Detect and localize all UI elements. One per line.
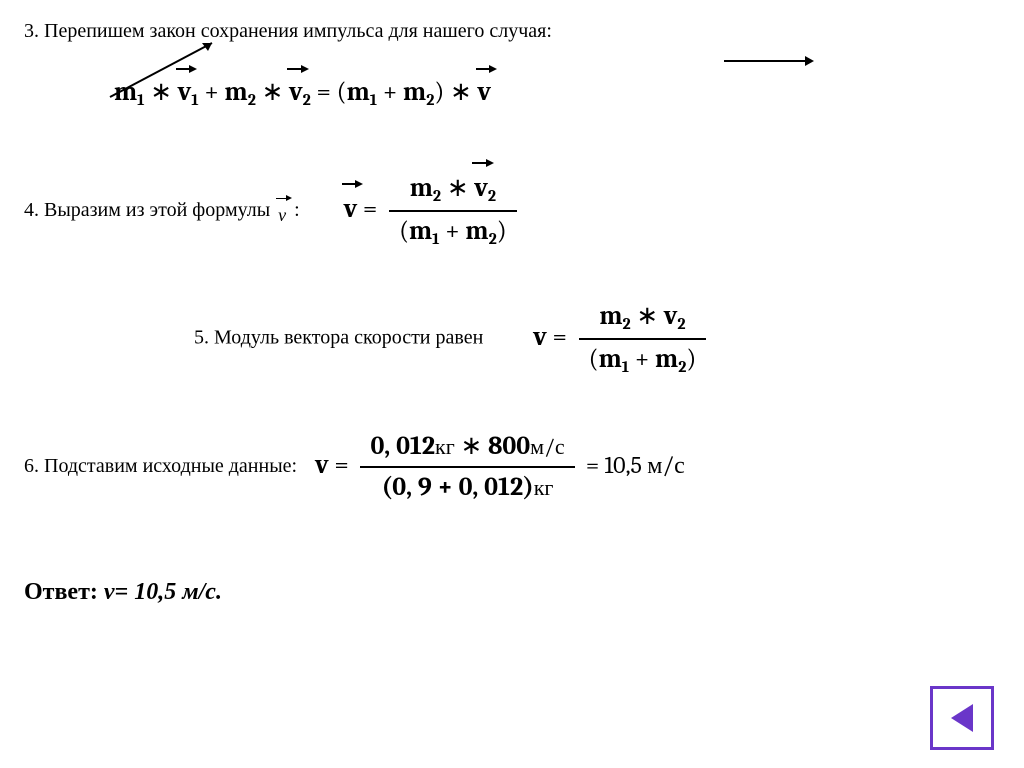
step-4-row: 4. Выразим из этой формулы v: v = m2 ∗ v… [24, 169, 1000, 253]
result-arrow-annotation [724, 55, 814, 67]
prev-slide-button[interactable] [930, 686, 994, 750]
step-5-text: 5. Модуль вектора скорости равен [194, 326, 483, 348]
step-6-text: 6. Подставим исходные данные: [24, 453, 297, 480]
step-3-text: 3. Перепишем закон сохранения импульса д… [24, 18, 1000, 45]
equation-4: v = 0, 012кг ∗ 800м/с(0, 9 + 0, 012)кг =… [315, 427, 685, 507]
answer-line: Ответ: v= 10,5 м/с. [24, 579, 1000, 606]
equation-3: v = m2 ∗ v2(m1 + m2) [533, 322, 712, 352]
step-6-row: 6. Подставим исходные данные: v = 0, 012… [24, 427, 1000, 507]
equation-2: v = m2 ∗ v2(m1 + m2) [344, 169, 523, 253]
step-5-row: 5. Модуль вектора скорости равен v = m2 … [24, 297, 1000, 381]
answer-value: v= 10,5 м/с. [104, 579, 222, 605]
v-vector-small: v [278, 203, 286, 227]
equation-1: m1 ∗ v1 + m2 ∗ v2 = (m1 + m2) ∗ v [114, 63, 1000, 143]
step-4-text: 4. Выразим из этой формулы [24, 197, 270, 224]
answer-label: Ответ: [24, 579, 98, 605]
